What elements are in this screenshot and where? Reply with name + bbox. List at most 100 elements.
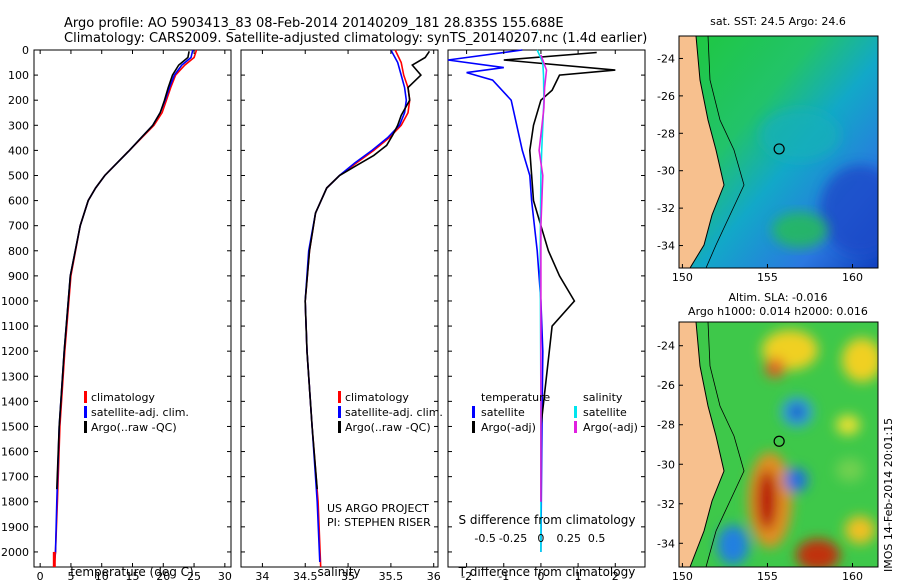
map-y-tick-label: -34	[657, 240, 675, 253]
map-y-tick-label: -28	[657, 419, 675, 432]
y-tick-label: 1200	[1, 345, 29, 358]
x-tick-label: 35	[341, 570, 355, 580]
legend-swatch-t-satellite	[472, 406, 475, 418]
series-line-climatology	[53, 49, 198, 568]
temperature-xlabel: temperature (deg C)	[70, 565, 193, 579]
x-tick-label: 0	[37, 570, 44, 580]
map-y-tick-label: -30	[657, 165, 675, 178]
map-y-tick-label: -30	[657, 458, 675, 471]
legend-header-salinity: salinity	[583, 391, 623, 404]
y-tick-label: 1700	[1, 471, 29, 484]
y-tick-label: 1600	[1, 446, 29, 459]
s-tick-label: -0.5	[474, 532, 495, 545]
sst-map-title: sat. SST: 24.5 Argo: 24.6	[710, 15, 846, 28]
y-tick-label: 900	[8, 270, 29, 283]
sla-low-2	[784, 468, 808, 492]
y-tick-label: 700	[8, 220, 29, 233]
y-tick-label: 0	[22, 44, 29, 57]
map-x-tick-label: 160	[842, 570, 863, 580]
y-tick-label: 600	[8, 195, 29, 208]
s-tick-label: -0.25	[499, 532, 527, 545]
series-line-satellite	[53, 49, 194, 563]
sla-low-1-core	[790, 405, 804, 419]
sla-map-title: Altim. SLA: -0.016	[728, 291, 827, 304]
sst-land	[679, 36, 725, 268]
y-tick-label: 1300	[1, 370, 29, 383]
x-tick-label: -2	[461, 570, 472, 580]
sla-land	[679, 322, 725, 567]
legend-swatch-satellite	[84, 406, 87, 418]
sla-high-6	[845, 516, 875, 544]
difference-ticks: -2 -1 0 1 2 -0.5 -0.25 0 0.25 0.5	[448, 49, 645, 580]
sla-argo-marker	[773, 435, 785, 447]
temperature-series	[52, 49, 198, 568]
project-annotation: US ARGO PROJECT	[327, 502, 429, 515]
legend-label-satellite: satellite-adj. clim.	[91, 406, 189, 419]
y-tick-label: 1000	[1, 295, 29, 308]
temperature-legend: climatology satellite-adj. clim. Argo(..…	[84, 391, 189, 434]
sst-map-ticks: 150 155 160 -24 -26 -28 -30 -32 -34	[657, 52, 863, 284]
y-tick-label: 800	[8, 245, 29, 258]
y-tick-label: 1400	[1, 395, 29, 408]
sla-high-3	[836, 415, 860, 435]
sla-map-frame	[678, 321, 879, 568]
x-tick-label: 0	[537, 570, 544, 580]
legend-label-t-satellite: satellite	[481, 406, 525, 419]
legend-swatch-climatology	[84, 391, 87, 403]
sla-high-2	[842, 338, 878, 382]
series-line-salinity-argo	[538, 54, 548, 502]
y-tick-label: 500	[8, 169, 29, 182]
header-line-1: Argo profile: AO 5903413_83 08-Feb-2014 …	[64, 16, 564, 31]
header-line-2: Climatology: CARS2009. Satellite-adjuste…	[64, 31, 647, 46]
sla-high-5	[796, 539, 840, 567]
legend-label-s-argo: Argo(-adj)	[583, 421, 638, 434]
difference-x2label: S difference from climatology	[459, 513, 636, 527]
sla-anomalies	[717, 330, 878, 567]
sst-isobath	[705, 36, 745, 268]
y-tick-label: 1800	[1, 496, 29, 509]
x-tick-label: 15	[126, 570, 140, 580]
sla-high-1-core	[765, 358, 785, 378]
sst-warm-eddy	[760, 109, 840, 161]
x-tick-label: 36	[427, 570, 441, 580]
y-tick-label: 100	[8, 69, 29, 82]
legend-swatch-s-argo	[574, 421, 577, 433]
sst-map-image	[679, 36, 878, 268]
x-tick-label: 2	[612, 570, 619, 580]
x-tick-label: 20	[156, 570, 170, 580]
y-tick-label: 200	[8, 94, 29, 107]
sla-isobath	[705, 322, 745, 567]
s-tick-label: 0	[537, 532, 544, 545]
series-line-argo	[56, 51, 190, 490]
sla-high-4-core	[757, 470, 777, 530]
legend-swatch-t-argo	[472, 421, 475, 433]
map-y-tick-label: -24	[657, 52, 675, 65]
series-line-satellite	[304, 49, 408, 563]
sla-low-3	[717, 525, 749, 565]
legend-label-satellite: satellite-adj. clim.	[345, 406, 443, 419]
x-tick-label: 35.5	[379, 570, 404, 580]
series-line-climatology	[304, 49, 411, 568]
y-tick-label: 2000	[1, 546, 29, 559]
pi-annotation: PI: STEPHEN RISER	[327, 516, 431, 529]
temperature-ticks: 0100200300400500600700800900100011001200…	[1, 44, 232, 580]
map-y-tick-label: -32	[657, 498, 675, 511]
difference-xlabel: T difference from climatology	[458, 565, 636, 579]
map-y-tick-label: -26	[657, 90, 675, 103]
map-y-tick-label: -32	[657, 202, 675, 215]
legend-swatch-s-satellite	[574, 406, 577, 418]
y-tick-label: 1900	[1, 521, 29, 534]
sst-map-frame	[678, 35, 879, 269]
y-tick-label: 1100	[1, 320, 29, 333]
salinity-xlabel: salinity	[317, 565, 360, 579]
series-line-argo	[304, 50, 431, 490]
map-x-tick-label: 160	[842, 271, 863, 284]
salinity-ticks: 34 34.5 35 35.5 36	[241, 49, 441, 580]
x-tick-label: 5	[67, 570, 74, 580]
x-tick-label: 25	[187, 570, 201, 580]
map-y-tick-label: -28	[657, 127, 675, 140]
x-tick-label: 34.5	[293, 570, 318, 580]
y-tick-label: 1500	[1, 420, 29, 433]
series-line-temperature-satellite	[447, 49, 544, 552]
s-tick-label: 0.25	[557, 532, 582, 545]
